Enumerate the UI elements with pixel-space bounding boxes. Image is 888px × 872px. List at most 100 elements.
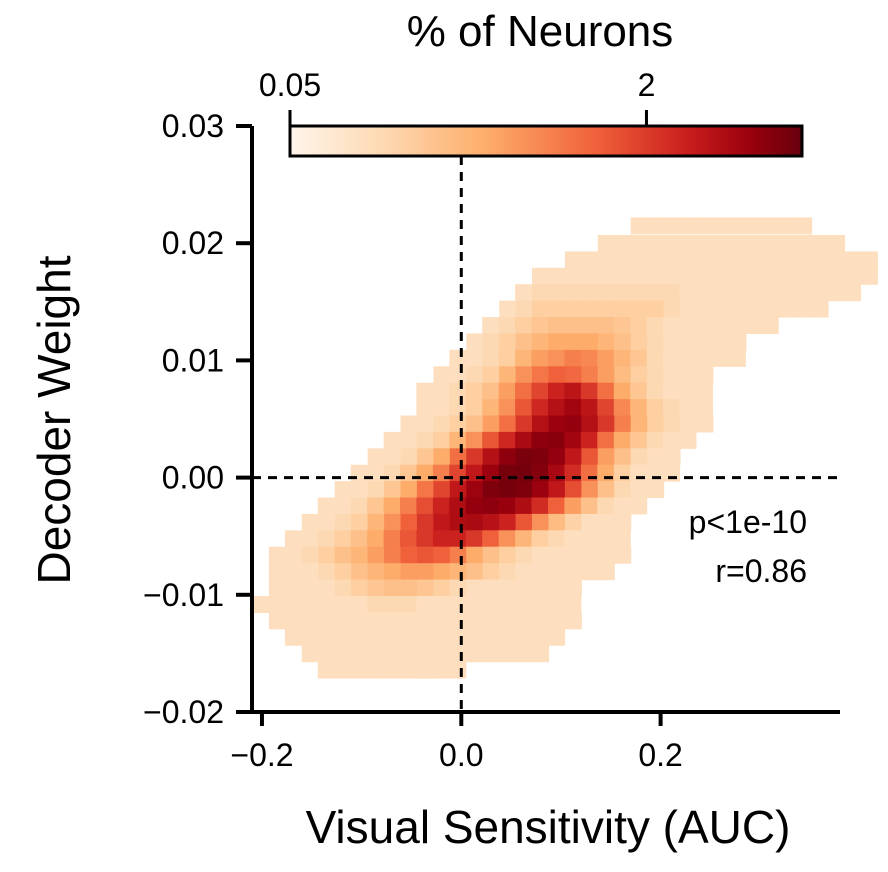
heatmap-cell bbox=[564, 563, 582, 581]
heatmap-cell bbox=[449, 530, 467, 548]
heatmap-cell bbox=[384, 546, 402, 564]
heatmap-cell bbox=[400, 645, 418, 663]
heatmap-cell bbox=[400, 464, 417, 482]
heatmap-cell bbox=[580, 497, 598, 515]
heatmap-cell bbox=[449, 431, 467, 449]
heatmap-cell bbox=[712, 349, 730, 367]
heatmap-cell bbox=[630, 464, 648, 482]
heatmap-cell bbox=[680, 300, 697, 318]
x-ticks: −0.2 0.0 0.2 bbox=[230, 712, 683, 773]
heatmap-cell bbox=[630, 382, 648, 400]
heatmap-cell bbox=[465, 399, 483, 417]
heatmap-cell bbox=[416, 628, 434, 646]
heatmap-cell bbox=[400, 596, 417, 613]
heatmap-cell bbox=[400, 431, 417, 449]
heatmap-cell bbox=[416, 382, 434, 400]
heatmap-cell bbox=[301, 563, 319, 581]
heatmap-cell bbox=[581, 481, 599, 499]
heatmap-cell bbox=[795, 217, 813, 235]
heatmap-cell bbox=[400, 448, 418, 466]
heatmap-cell bbox=[334, 530, 352, 548]
heatmap-cell bbox=[400, 415, 418, 433]
heatmap-cell bbox=[531, 596, 549, 613]
heatmap-cell bbox=[515, 431, 533, 449]
heatmap-cell bbox=[367, 612, 385, 630]
heatmap-cell bbox=[532, 333, 549, 351]
heatmap-cell bbox=[416, 399, 434, 417]
heatmap-cell bbox=[696, 300, 714, 318]
x-tick-label: −0.2 bbox=[230, 737, 293, 773]
heatmap-cell bbox=[630, 431, 648, 449]
heatmap-cell bbox=[532, 267, 549, 285]
heatmap-cell bbox=[465, 497, 483, 515]
heatmap-cell bbox=[284, 596, 302, 613]
heatmap-cell bbox=[466, 645, 484, 663]
heatmap-cell bbox=[532, 513, 549, 531]
heatmap-cell bbox=[646, 382, 664, 400]
heatmap-cell bbox=[449, 481, 467, 499]
heatmap-cell bbox=[646, 464, 664, 482]
heatmap-cell bbox=[778, 300, 796, 318]
heatmap-cell bbox=[647, 333, 665, 351]
heatmap-cell bbox=[515, 530, 533, 548]
heatmap-cell bbox=[449, 399, 467, 417]
heatmap-cell bbox=[284, 628, 302, 646]
heatmap-cell bbox=[564, 596, 582, 613]
heatmap-cell bbox=[580, 284, 598, 302]
heatmap-cell bbox=[252, 596, 269, 613]
heatmap-cell bbox=[383, 661, 401, 679]
heatmap-cell bbox=[334, 661, 352, 679]
heatmap-cell bbox=[515, 284, 533, 302]
heatmap-cell bbox=[548, 267, 566, 285]
heatmap-cell bbox=[580, 530, 598, 548]
heatmap-cell bbox=[532, 448, 549, 466]
heatmap-cell bbox=[499, 481, 517, 499]
heatmap-cell bbox=[580, 317, 598, 334]
heatmap-cell bbox=[613, 284, 631, 302]
heatmap-cell bbox=[317, 497, 335, 515]
heatmap-cell bbox=[400, 579, 418, 597]
heatmap-cell bbox=[498, 530, 516, 548]
heatmap-cell bbox=[334, 628, 352, 646]
heatmap-cell bbox=[646, 399, 664, 417]
heatmap-cell bbox=[581, 333, 599, 351]
heatmap-cell bbox=[564, 530, 582, 548]
heatmap-cell bbox=[663, 284, 681, 302]
heatmap-cell bbox=[482, 382, 500, 400]
heatmap-cell bbox=[532, 366, 549, 384]
heatmap-cell bbox=[482, 415, 500, 433]
heatmap-cell bbox=[301, 596, 319, 613]
heatmap-cell bbox=[597, 497, 615, 515]
heatmap-cell bbox=[482, 596, 500, 613]
heatmap-cell bbox=[465, 596, 483, 613]
heatmap-cell bbox=[498, 596, 516, 613]
heatmap-cell bbox=[532, 481, 549, 499]
heatmap-cell bbox=[351, 481, 369, 499]
heatmap-cell bbox=[384, 563, 402, 581]
heatmap-cell bbox=[317, 628, 335, 646]
heatmap-cell bbox=[499, 366, 517, 384]
heatmap-cell bbox=[367, 481, 385, 499]
heatmap-cell bbox=[532, 579, 549, 597]
heatmap-cell bbox=[581, 251, 599, 269]
heatmap-cell bbox=[647, 235, 665, 252]
colorbar: % of Neurons 0.05 2 bbox=[259, 7, 804, 158]
heatmap-cell bbox=[564, 267, 582, 285]
heatmap-cell bbox=[433, 579, 451, 597]
heatmap-cell bbox=[268, 596, 286, 613]
heatmap-cell bbox=[811, 251, 829, 269]
heatmap-cell bbox=[334, 546, 352, 564]
heatmap-cell bbox=[482, 612, 500, 630]
heatmap-cell bbox=[531, 497, 549, 515]
heatmap-cell bbox=[581, 448, 599, 466]
heatmap-cell bbox=[860, 251, 878, 269]
heatmap-cell bbox=[384, 481, 402, 499]
heatmap-cell bbox=[646, 317, 664, 334]
heatmap-cell bbox=[778, 284, 796, 302]
heatmap-cell bbox=[465, 349, 483, 367]
heatmap-cell bbox=[712, 251, 730, 269]
heatmap-cell bbox=[301, 628, 319, 646]
heatmap-cell bbox=[268, 612, 286, 630]
heatmap-cell bbox=[663, 382, 681, 400]
heatmap-cell bbox=[449, 448, 467, 466]
